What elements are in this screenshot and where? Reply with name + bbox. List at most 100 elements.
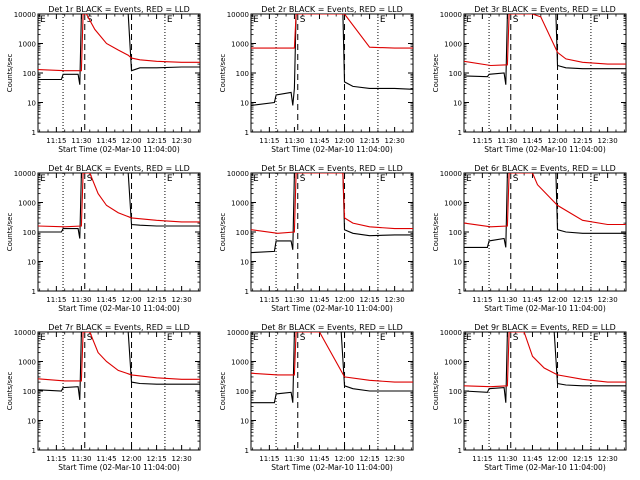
x-tick-label: 12:15 bbox=[146, 137, 166, 145]
y-tick-label: 100 bbox=[236, 70, 249, 78]
event-marker-label: E bbox=[593, 174, 599, 184]
series-events-line bbox=[38, 332, 200, 400]
y-tick-label: 1 bbox=[458, 288, 462, 296]
series-lld-line bbox=[251, 14, 413, 49]
x-axis-label: Start Time (02-Mar-10 11:04:00) bbox=[484, 304, 606, 313]
y-tick-label: 10 bbox=[240, 259, 249, 267]
x-tick-label: 12:00 bbox=[547, 137, 567, 145]
series-lld-line bbox=[464, 332, 626, 388]
x-tick-label: 12:30 bbox=[385, 455, 405, 463]
x-tick-label: 12:15 bbox=[572, 455, 592, 463]
x-tick-label: 11:15 bbox=[46, 455, 66, 463]
y-tick-label: 1000 bbox=[444, 41, 462, 49]
chart-det-1: Det 1r BLACK = Events, RED = LLD 1 10 100 10… bbox=[6, 5, 201, 154]
series-events-line bbox=[464, 14, 626, 85]
chart-title: Det 2r BLACK = Events, RED = LLD bbox=[261, 5, 403, 14]
x-tick-label: 11:15 bbox=[472, 137, 492, 145]
y-tick-label: 1000 bbox=[231, 41, 249, 49]
chart-det-8: Det 8r BLACK = Events, RED = LLD 1 10 100 10… bbox=[219, 323, 414, 472]
y-tick-label: 10 bbox=[27, 100, 36, 108]
x-tick-label: 11:30 bbox=[497, 296, 517, 304]
event-marker-label: S bbox=[300, 174, 306, 184]
x-axis-label: Start Time (02-Mar-10 11:04:00) bbox=[484, 463, 606, 472]
x-tick-label: 12:30 bbox=[598, 455, 618, 463]
x-tick-label: 11:15 bbox=[259, 137, 279, 145]
event-marker-label: E bbox=[593, 333, 599, 343]
event-marker-label: S bbox=[513, 333, 519, 343]
x-tick-label: 11:30 bbox=[497, 137, 517, 145]
event-marker-label: E bbox=[167, 174, 173, 184]
y-tick-label: 10 bbox=[240, 100, 249, 108]
event-marker-label: S bbox=[87, 333, 93, 343]
x-tick-label: 11:45 bbox=[309, 455, 329, 463]
y-tick-label: 10000 bbox=[440, 329, 462, 337]
y-tick-label: 1 bbox=[245, 288, 249, 296]
event-marker-label: S bbox=[513, 15, 519, 25]
x-tick-label: 11:45 bbox=[309, 137, 329, 145]
y-tick-label: 10 bbox=[27, 418, 36, 426]
series-lld-line bbox=[38, 14, 200, 72]
x-tick-label: 11:45 bbox=[96, 455, 116, 463]
x-axis-label: Start Time (02-Mar-10 11:04:00) bbox=[58, 304, 180, 313]
y-tick-label: 100 bbox=[23, 229, 36, 237]
y-tick-label: 10000 bbox=[14, 11, 36, 19]
y-tick-label: 10000 bbox=[227, 11, 249, 19]
event-marker-label: E bbox=[167, 333, 173, 343]
event-marker-label: S bbox=[513, 174, 519, 184]
series-lld-line bbox=[464, 173, 626, 228]
x-axis-label: Start Time (02-Mar-10 11:04:00) bbox=[271, 145, 393, 154]
event-marker-label: E bbox=[253, 15, 259, 25]
y-axis-label: Counts/sec bbox=[6, 213, 14, 252]
y-axis-label: Counts/sec bbox=[432, 54, 440, 93]
y-tick-label: 1 bbox=[458, 447, 462, 455]
y-tick-label: 100 bbox=[23, 70, 36, 78]
x-tick-label: 12:30 bbox=[172, 455, 192, 463]
series-lld-line bbox=[38, 332, 200, 382]
chart-title: Det 6r BLACK = Events, RED = LLD bbox=[474, 164, 616, 173]
y-tick-label: 10000 bbox=[14, 170, 36, 178]
x-tick-label: 11:15 bbox=[472, 455, 492, 463]
y-tick-label: 100 bbox=[236, 388, 249, 396]
event-marker-label: E bbox=[466, 174, 472, 184]
x-axis-label: Start Time (02-Mar-10 11:04:00) bbox=[271, 304, 393, 313]
x-tick-label: 12:15 bbox=[572, 137, 592, 145]
y-tick-label: 10 bbox=[453, 418, 462, 426]
y-tick-label: 10 bbox=[240, 418, 249, 426]
chart-title: Det 1r BLACK = Events, RED = LLD bbox=[48, 5, 190, 14]
y-tick-label: 1 bbox=[32, 288, 36, 296]
series-lld-line bbox=[464, 14, 626, 67]
chart-det-5: Det 5r BLACK = Events, RED = LLD 1 10 100 10… bbox=[219, 164, 414, 313]
event-marker-label: S bbox=[87, 174, 93, 184]
y-tick-label: 1000 bbox=[444, 359, 462, 367]
x-axis-label: Start Time (02-Mar-10 11:04:00) bbox=[58, 463, 180, 472]
event-marker-label: E bbox=[380, 15, 386, 25]
x-tick-label: 11:30 bbox=[497, 455, 517, 463]
x-tick-label: 12:00 bbox=[334, 296, 354, 304]
x-tick-label: 12:00 bbox=[334, 455, 354, 463]
y-tick-label: 1000 bbox=[18, 41, 36, 49]
x-tick-label: 12:30 bbox=[172, 296, 192, 304]
x-axis-label: Start Time (02-Mar-10 11:04:00) bbox=[58, 145, 180, 154]
chart-title: Det 7r BLACK = Events, RED = LLD bbox=[48, 323, 190, 332]
x-tick-label: 12:30 bbox=[385, 296, 405, 304]
y-tick-label: 1 bbox=[458, 129, 462, 137]
y-tick-label: 10 bbox=[27, 259, 36, 267]
y-tick-label: 100 bbox=[449, 229, 462, 237]
y-axis-label: Counts/sec bbox=[219, 213, 227, 252]
x-tick-label: 11:30 bbox=[71, 296, 91, 304]
x-tick-label: 12:15 bbox=[359, 296, 379, 304]
y-axis-label: Counts/sec bbox=[6, 54, 14, 93]
y-axis-label: Counts/sec bbox=[219, 372, 227, 411]
y-tick-label: 10 bbox=[453, 259, 462, 267]
y-tick-label: 1000 bbox=[444, 200, 462, 208]
chart-title: Det 4r BLACK = Events, RED = LLD bbox=[48, 164, 190, 173]
x-tick-label: 12:00 bbox=[121, 455, 141, 463]
x-tick-label: 11:30 bbox=[284, 296, 304, 304]
series-events-line bbox=[251, 173, 413, 254]
y-tick-label: 1000 bbox=[18, 200, 36, 208]
x-tick-label: 11:30 bbox=[284, 137, 304, 145]
x-tick-label: 12:15 bbox=[146, 455, 166, 463]
chart-title: Det 5r BLACK = Events, RED = LLD bbox=[261, 164, 403, 173]
chart-det-9: Det 9r BLACK = Events, RED = LLD 1 10 100 10… bbox=[432, 323, 627, 472]
series-lld-line bbox=[251, 173, 413, 234]
